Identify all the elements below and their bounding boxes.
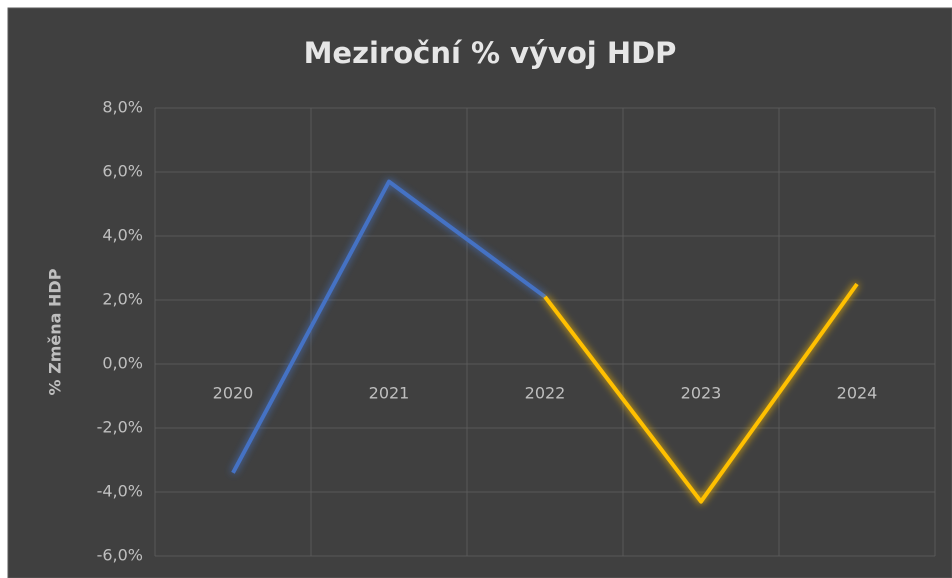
x-tick-label: 2024 (837, 384, 878, 403)
line-series (231, 179, 547, 474)
y-axis-title: % Změna HDP (46, 268, 65, 395)
x-tick-label: 2021 (369, 384, 410, 403)
chart-background (7, 7, 952, 578)
y-tick-label: 4,0% (102, 226, 143, 245)
y-tick-label: 2,0% (102, 290, 143, 309)
x-tick-label: 2022 (525, 384, 566, 403)
y-tick-label: 8,0% (102, 98, 143, 117)
y-tick-label: -4,0% (97, 482, 143, 501)
y-tick-label: -2,0% (97, 418, 143, 437)
line-series (543, 282, 859, 504)
y-tick-label: -6,0% (97, 546, 143, 565)
y-tick-label: 0,0% (102, 354, 143, 373)
x-tick-label: 2023 (681, 384, 722, 403)
x-tick-label: 2020 (213, 384, 254, 403)
chart-title: Meziroční % vývoj HDP (304, 36, 677, 70)
y-tick-label: 6,0% (102, 162, 143, 181)
